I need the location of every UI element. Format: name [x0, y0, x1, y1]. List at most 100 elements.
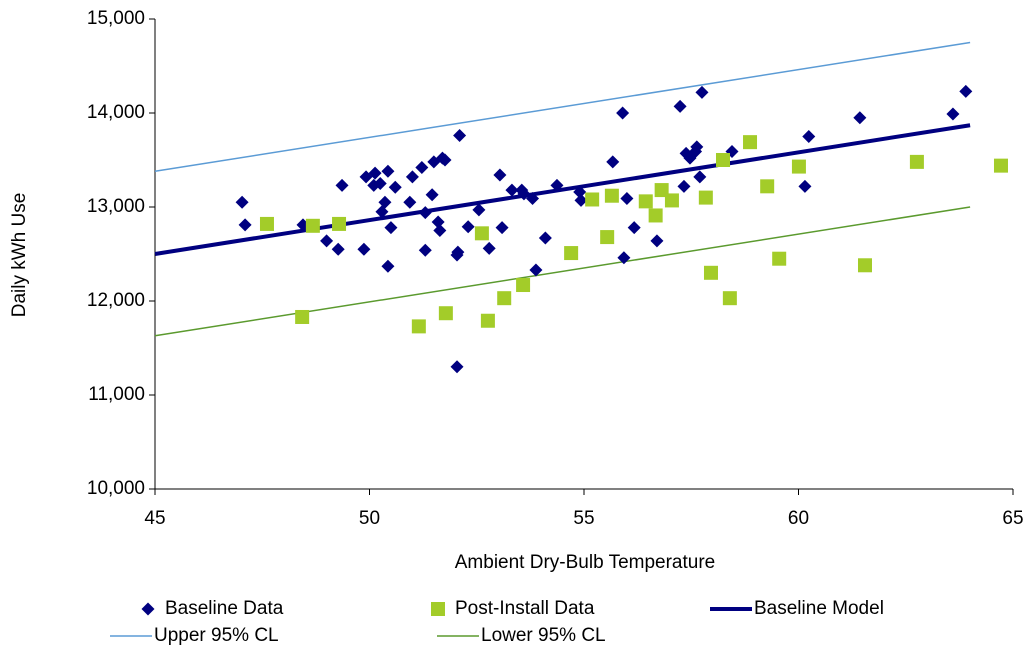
data-point — [411, 319, 426, 334]
y-tick-label: 14,000 — [87, 102, 145, 123]
data-point — [335, 178, 349, 192]
data-point — [600, 230, 615, 245]
data-point — [620, 192, 634, 206]
data-point — [295, 309, 310, 324]
data-point — [573, 185, 587, 199]
data-point — [526, 192, 540, 206]
data-point — [305, 218, 320, 233]
y-tick-label: 10,000 — [87, 478, 145, 499]
line-series — [154, 206, 971, 337]
data-point — [381, 164, 395, 178]
data-point — [993, 158, 1008, 173]
x-axis-title: Ambient Dry-Bulb Temperature — [455, 552, 715, 573]
data-point — [946, 107, 960, 121]
data-point — [743, 135, 758, 150]
data-point — [690, 140, 704, 154]
data-point — [722, 291, 737, 306]
line-series — [154, 41, 971, 173]
data-point — [320, 234, 334, 248]
data-point — [403, 195, 417, 209]
x-tick-label: 55 — [573, 508, 594, 529]
data-point — [450, 360, 464, 374]
data-point — [516, 278, 531, 293]
data-point — [627, 221, 641, 235]
data-point — [451, 245, 465, 259]
data-point — [331, 242, 345, 256]
data-point — [497, 291, 512, 306]
data-point — [760, 179, 775, 194]
x-tick-label: 50 — [359, 508, 380, 529]
data-point — [673, 99, 687, 113]
legend-label: Post-Install Data — [455, 598, 595, 619]
data-point — [425, 188, 439, 202]
x-tick-label: 60 — [788, 508, 809, 529]
y-tick-label: 15,000 — [87, 8, 145, 29]
data-point — [703, 265, 718, 280]
data-point — [493, 168, 507, 182]
data-point — [482, 241, 496, 255]
data-point — [453, 129, 467, 143]
legend-label: Upper 95% CL — [154, 625, 279, 646]
data-point — [357, 242, 371, 256]
data-point — [438, 306, 453, 321]
y-tick-label: 13,000 — [87, 196, 145, 217]
data-point — [418, 206, 432, 220]
legend-swatch — [141, 602, 155, 616]
y-tick-label: 11,000 — [88, 384, 145, 405]
data-point — [474, 226, 489, 241]
data-point — [791, 159, 806, 174]
data-point — [418, 243, 432, 257]
data-point — [857, 258, 872, 273]
data-point — [772, 251, 787, 266]
data-point — [405, 170, 419, 184]
data-point — [235, 195, 249, 209]
data-point — [517, 187, 531, 201]
data-point — [368, 166, 382, 180]
data-point — [529, 263, 543, 277]
data-point — [259, 216, 274, 231]
data-point — [388, 180, 402, 194]
data-point — [585, 192, 600, 207]
data-point — [693, 170, 707, 184]
data-point — [438, 153, 452, 167]
data-point — [648, 208, 663, 223]
data-point — [495, 221, 509, 235]
data-point — [604, 188, 619, 203]
data-point — [574, 193, 588, 207]
data-point — [433, 224, 447, 237]
data-point — [677, 179, 691, 193]
data-point — [550, 178, 564, 192]
y-tick-label: 12,000 — [87, 290, 145, 311]
data-point — [538, 231, 552, 245]
x-tick-label: 45 — [144, 508, 165, 529]
data-point — [472, 203, 486, 217]
data-point — [373, 177, 387, 190]
data-point — [461, 220, 475, 234]
x-tick-label: 65 — [1002, 508, 1023, 529]
data-point — [638, 194, 653, 209]
data-point — [959, 84, 973, 98]
data-point — [715, 153, 730, 167]
data-point — [802, 130, 816, 143]
data-point — [381, 259, 395, 273]
legend-label: Baseline Model — [754, 598, 884, 619]
data-point — [664, 193, 679, 208]
data-point — [617, 251, 631, 265]
data-point — [238, 218, 252, 232]
data-point — [798, 179, 812, 193]
data-point — [431, 215, 445, 229]
legend-label: Baseline Data — [165, 598, 284, 619]
data-point — [698, 190, 713, 205]
data-point — [650, 234, 664, 248]
data-point — [606, 155, 620, 169]
legend-swatch — [431, 602, 445, 616]
data-point — [384, 221, 398, 235]
data-point — [378, 195, 392, 209]
data-point — [853, 111, 867, 125]
data-point — [505, 183, 519, 197]
data-point — [695, 85, 709, 99]
data-point — [616, 106, 630, 120]
line-series — [154, 123, 971, 256]
